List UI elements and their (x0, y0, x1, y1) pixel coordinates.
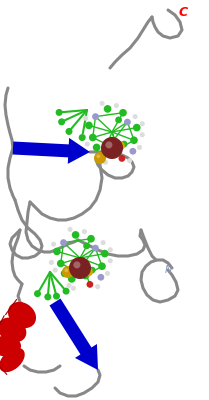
Circle shape (85, 142, 90, 147)
Circle shape (71, 286, 76, 291)
Circle shape (124, 119, 131, 126)
Circle shape (133, 114, 138, 119)
Circle shape (81, 134, 86, 139)
Circle shape (105, 271, 110, 276)
Circle shape (53, 293, 60, 300)
Circle shape (115, 116, 122, 123)
Circle shape (101, 250, 108, 258)
Circle shape (62, 266, 74, 278)
Ellipse shape (0, 318, 26, 342)
Circle shape (53, 268, 58, 273)
Circle shape (94, 152, 106, 164)
Circle shape (104, 105, 111, 113)
Ellipse shape (0, 348, 25, 372)
Circle shape (127, 158, 132, 163)
Circle shape (72, 231, 79, 239)
Circle shape (84, 267, 93, 276)
Circle shape (34, 290, 41, 297)
Circle shape (103, 160, 108, 165)
Circle shape (83, 242, 90, 249)
Circle shape (133, 124, 141, 132)
Circle shape (99, 101, 105, 106)
Polygon shape (13, 138, 90, 164)
Circle shape (121, 141, 127, 148)
Circle shape (119, 155, 125, 162)
Circle shape (66, 283, 71, 288)
Circle shape (64, 268, 68, 272)
Circle shape (100, 149, 108, 157)
Ellipse shape (8, 302, 36, 328)
Circle shape (101, 137, 123, 159)
Circle shape (96, 154, 100, 158)
Circle shape (87, 235, 95, 242)
Circle shape (85, 122, 93, 129)
Circle shape (95, 284, 100, 289)
Circle shape (83, 116, 88, 121)
Circle shape (87, 281, 93, 288)
Text: C: C (178, 6, 187, 18)
Circle shape (44, 294, 51, 300)
Circle shape (53, 248, 61, 255)
Circle shape (92, 113, 99, 120)
Circle shape (114, 103, 119, 108)
Circle shape (140, 121, 145, 126)
Circle shape (130, 136, 138, 144)
Circle shape (116, 141, 125, 150)
Circle shape (105, 141, 112, 148)
Circle shape (108, 258, 113, 263)
Circle shape (98, 274, 104, 281)
Circle shape (82, 272, 89, 280)
Circle shape (98, 262, 106, 270)
Circle shape (89, 134, 97, 141)
Circle shape (98, 157, 103, 162)
Circle shape (119, 109, 127, 116)
Circle shape (60, 239, 67, 246)
Circle shape (51, 242, 56, 247)
Polygon shape (50, 298, 98, 370)
Circle shape (101, 240, 106, 245)
Circle shape (92, 245, 99, 252)
Circle shape (68, 275, 76, 283)
Circle shape (69, 257, 91, 279)
Circle shape (73, 262, 80, 268)
Circle shape (68, 227, 73, 232)
Circle shape (114, 146, 121, 154)
Circle shape (61, 270, 68, 277)
Circle shape (137, 145, 142, 150)
Circle shape (65, 128, 73, 135)
Circle shape (62, 288, 70, 295)
Circle shape (49, 260, 54, 265)
Circle shape (82, 229, 87, 234)
Circle shape (79, 134, 86, 141)
Circle shape (140, 132, 145, 137)
Circle shape (93, 144, 101, 151)
Circle shape (130, 148, 136, 155)
Circle shape (57, 260, 65, 267)
Circle shape (58, 118, 65, 125)
Ellipse shape (0, 336, 21, 356)
Circle shape (89, 267, 96, 274)
Circle shape (56, 109, 63, 116)
Circle shape (108, 247, 113, 252)
Text: N: N (164, 265, 172, 275)
